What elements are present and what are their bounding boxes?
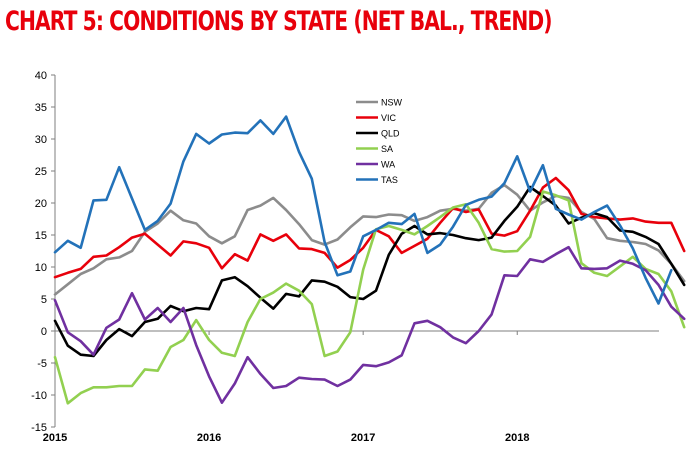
legend-label-nsw: NSW — [381, 98, 403, 108]
legend-label-vic: VIC — [381, 113, 397, 123]
series-line-tas — [53, 115, 673, 305]
y-tick-label: 15 — [35, 230, 47, 242]
y-tick-label: -10 — [31, 390, 47, 402]
x-tick-label: 2016 — [197, 432, 221, 444]
y-tick-label: 0 — [41, 326, 47, 338]
series-line-vic — [53, 176, 686, 279]
y-tick-label: -5 — [37, 358, 47, 370]
chart-legend: NSW VIC QLD SA WA TAS — [356, 98, 403, 185]
y-tick-label: 5 — [41, 294, 47, 306]
legend-label-tas: TAS — [381, 175, 398, 185]
series-line-wa — [53, 245, 686, 404]
x-tick-label: 2015 — [43, 432, 67, 444]
y-tick-label: 40 — [35, 70, 47, 82]
x-tick-label: 2018 — [505, 432, 529, 444]
series-line-sa — [53, 190, 686, 405]
y-tick-label: 25 — [35, 166, 47, 178]
y-tick-label: 30 — [35, 134, 47, 146]
y-tick-label: 35 — [35, 102, 47, 114]
legend-label-wa: WA — [381, 160, 395, 170]
chart-series-lines — [53, 115, 686, 405]
legend-label-sa: SA — [381, 144, 393, 154]
y-tick-label: 20 — [35, 198, 47, 210]
legend-label-qld: QLD — [381, 129, 400, 139]
x-tick-label: 2017 — [351, 432, 375, 444]
chart-title: CHART 5: CONDITIONS BY STATE (NET BAL., … — [5, 6, 553, 37]
y-tick-label: 10 — [35, 262, 47, 274]
y-tick-label: -15 — [31, 422, 47, 434]
